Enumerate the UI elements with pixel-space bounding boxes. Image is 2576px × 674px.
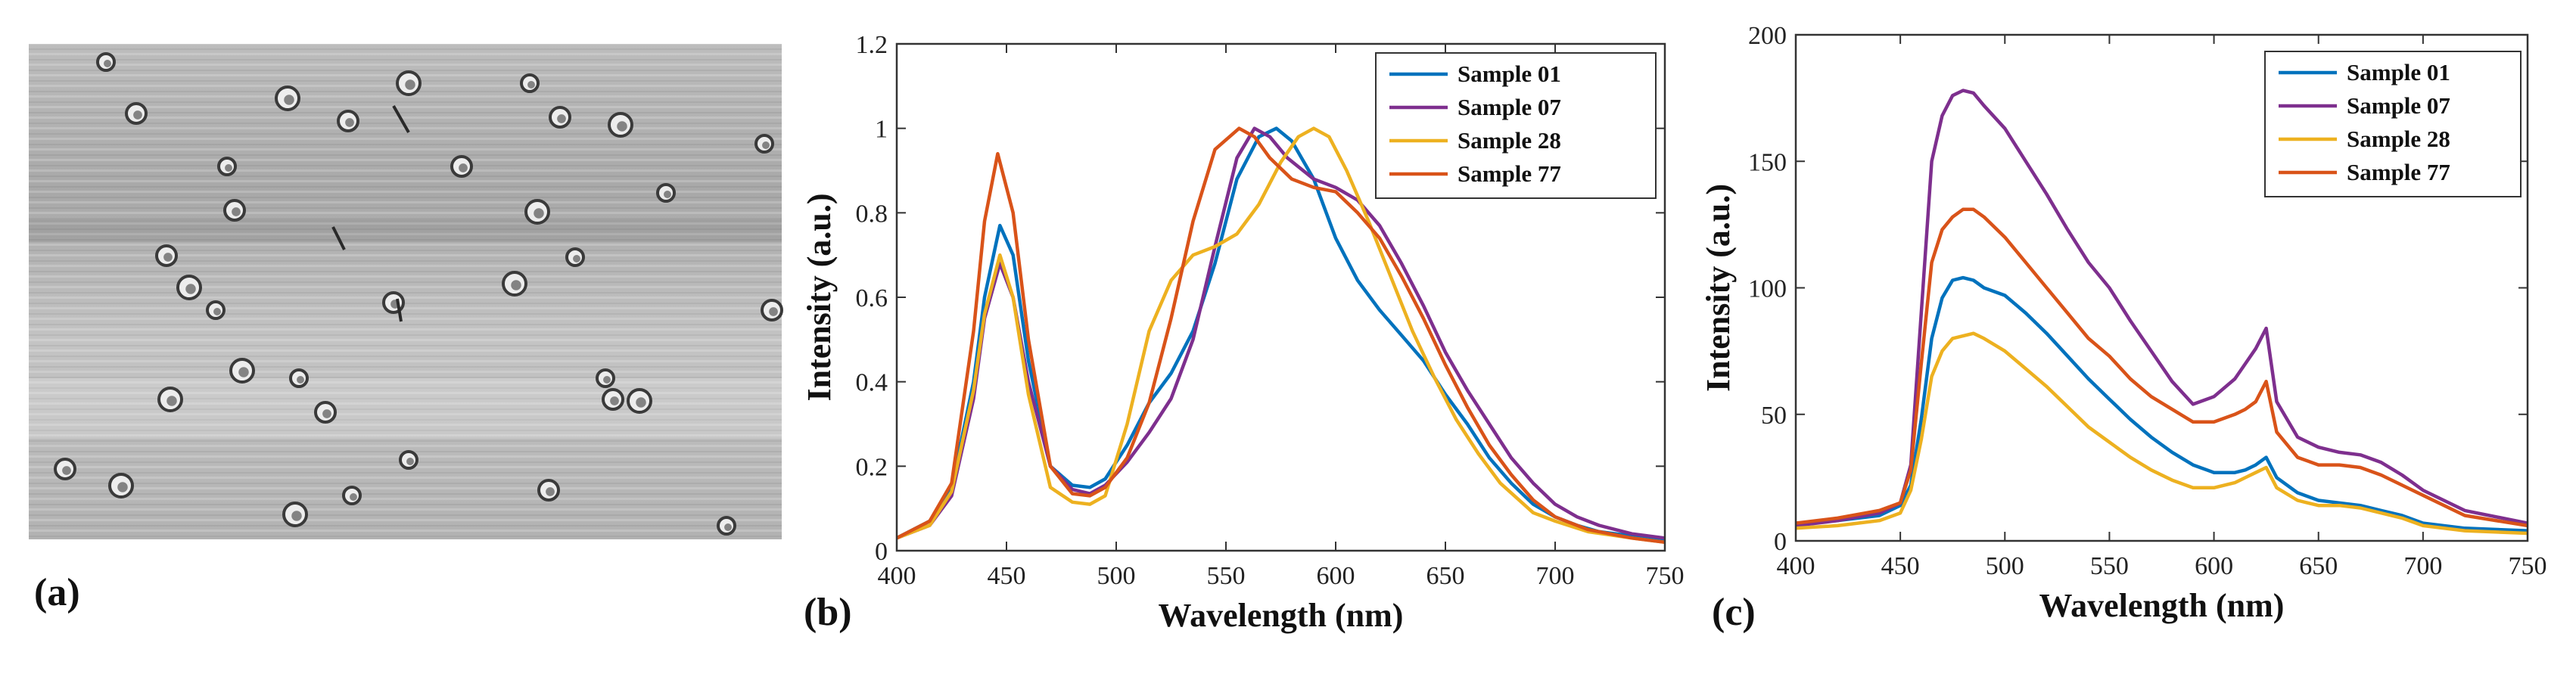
x-tick-label: 400 [878, 562, 916, 590]
series-line-sample-01 [895, 126, 1666, 542]
cell-nucleus-icon [133, 110, 142, 120]
cell-nucleus-icon [62, 466, 71, 475]
cell-nucleus-icon [769, 307, 778, 316]
cell-nucleus-icon [185, 284, 196, 294]
legend-entry: Sample 28 [2347, 126, 2450, 152]
x-tick-label: 750 [2509, 552, 2547, 580]
chart-c: 400 450 500 550 600 650 700 750 0 50 100 150 200 Wave… [1700, 22, 2547, 624]
chart-b: 400 450 500 550 600 650 700 750 0 0.2 0.4 0.6 0.8 1 1.… [801, 31, 1685, 634]
rod-cell-icon [396, 298, 403, 322]
x-tick-label: 450 [988, 562, 1026, 590]
cell-nucleus-icon [573, 255, 580, 262]
cell-nucleus-icon [406, 458, 414, 465]
x-axis-label: Wavelength (nm) [1159, 597, 1404, 634]
panel-c-label: (c) [1712, 591, 1756, 634]
cell-nucleus-icon [405, 79, 415, 90]
x-tick-label: 650 [2299, 552, 2338, 580]
cell-nucleus-icon [603, 376, 611, 384]
legend-entry: Sample 01 [1458, 61, 1561, 87]
y-tick-label: 0.4 [856, 369, 888, 397]
y-tick-label: 0.6 [856, 284, 888, 312]
legend-entry: Sample 01 [2347, 59, 2450, 85]
x-tick-label: 650 [1426, 562, 1465, 590]
legend-entry: Sample 28 [1458, 127, 1561, 154]
x-tick-label: 600 [2195, 552, 2233, 580]
rod-cell-icon [392, 105, 410, 133]
cell-nucleus-icon [117, 482, 128, 492]
cell-nucleus-icon [163, 253, 173, 262]
y-tick-label: 1 [875, 116, 888, 144]
legend-entry: Sample 07 [2347, 92, 2450, 119]
cell-nucleus-icon [636, 397, 646, 408]
legend: Sample 01 Sample 07 Sample 28 Sample 77 [2264, 51, 2522, 197]
x-tick-label: 550 [1207, 562, 1246, 590]
cell-nucleus-icon [322, 409, 331, 418]
micrograph-cells [54, 52, 783, 536]
cell-nucleus-icon [762, 141, 770, 149]
legend-entry: Sample 07 [1458, 94, 1561, 120]
series-line-sample-07 [1795, 89, 2528, 528]
cell-nucleus-icon [610, 396, 619, 405]
series-line-sample-28 [896, 126, 1666, 545]
cell-nucleus-icon [617, 121, 627, 132]
cell-nucleus-icon [664, 191, 671, 198]
y-tick-label: 0.2 [856, 453, 888, 481]
legend-box [2264, 51, 2522, 197]
cell-nucleus-icon [724, 523, 732, 531]
cell-nucleus-icon [557, 114, 566, 123]
cell-nucleus-icon [213, 308, 221, 315]
x-tick-label: 700 [1536, 562, 1575, 590]
panel-a-label: (a) [34, 571, 80, 614]
y-tick-label: 200 [1748, 22, 1787, 50]
series-line-sample-01 [1795, 275, 2528, 533]
legend-entry: Sample 77 [1458, 160, 1561, 187]
legend-entry: Sample 77 [2347, 159, 2450, 185]
cell-nucleus-icon [232, 207, 241, 216]
cell-nucleus-icon [527, 81, 535, 89]
cell-nucleus-icon [345, 118, 354, 127]
y-tick-label: 0.8 [856, 200, 888, 228]
series-line-sample-28 [1795, 331, 2528, 536]
x-tick-label: 750 [1646, 562, 1685, 590]
y-tick-label: 0 [1774, 528, 1787, 556]
x-tick-label: 400 [1777, 552, 1815, 580]
cell-nucleus-icon [297, 376, 304, 384]
y-tick-label: 100 [1748, 275, 1787, 303]
legend: Sample 01 Sample 07 Sample 28 Sample 77 [1375, 52, 1657, 199]
cell-nucleus-icon [104, 60, 111, 67]
y-tick-label: 0 [875, 538, 888, 566]
x-tick-label: 450 [1881, 552, 1920, 580]
micrograph-band-light [29, 378, 782, 439]
rod-cell-icon [331, 226, 346, 250]
panel-a-micrograph [29, 44, 783, 539]
cell-nucleus-icon [350, 493, 357, 501]
y-tick-label: 1.2 [856, 31, 888, 59]
y-axis-label: Intensity (a.u.) [801, 193, 838, 401]
panel-b-label: (b) [804, 591, 852, 634]
cell-nucleus-icon [166, 396, 177, 406]
x-tick-label: 600 [1317, 562, 1355, 590]
cell-nucleus-icon [459, 163, 468, 172]
cell-nucleus-icon [238, 367, 249, 377]
cell-nucleus-icon [534, 208, 544, 219]
cell-nucleus-icon [511, 280, 521, 290]
micrograph-band-dark [29, 219, 782, 242]
y-axis-label: Intensity (a.u.) [1700, 184, 1737, 392]
y-tick-label: 50 [1761, 402, 1787, 430]
x-axis-label: Wavelength (nm) [2039, 587, 2285, 624]
series-line-sample-77 [1795, 207, 2528, 528]
x-tick-label: 500 [1986, 552, 2024, 580]
cell-nucleus-icon [284, 95, 294, 105]
x-tick-label: 700 [2403, 552, 2442, 580]
x-tick-label: 500 [1097, 562, 1136, 590]
cell-nucleus-icon [225, 164, 232, 172]
x-tick-label: 550 [2090, 552, 2129, 580]
series-line-sample-77 [895, 126, 1666, 545]
y-tick-label: 150 [1748, 148, 1787, 176]
cell-nucleus-icon [291, 511, 302, 521]
cell-nucleus-icon [546, 487, 555, 496]
